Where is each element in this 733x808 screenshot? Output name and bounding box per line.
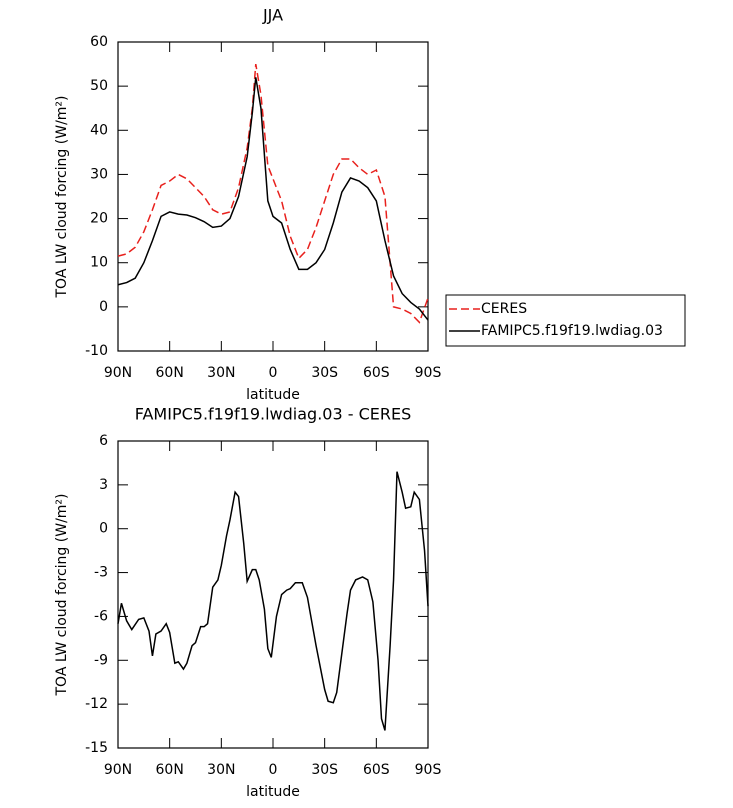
- x-tick-label: 60N: [156, 365, 184, 381]
- x-tick-label: 30S: [311, 365, 338, 381]
- y-tick-label: -15: [85, 740, 108, 756]
- plot-frame: [117, 41, 429, 352]
- y-axis-label: TOA LW cloud forcing (W/m²): [54, 96, 70, 299]
- y-tick-label: 60: [90, 34, 108, 50]
- y-tick-label: 10: [90, 255, 108, 271]
- x-tick-label: 60N: [156, 762, 184, 778]
- y-tick-label: -10: [85, 343, 108, 359]
- plot-frame: [117, 440, 429, 749]
- y-axis-label: TOA LW cloud forcing (W/m²): [54, 494, 70, 697]
- y-tick-label: -12: [85, 696, 108, 712]
- x-tick-label: 90S: [415, 762, 442, 778]
- legend-label: FAMIPC5.f19f19.lwdiag.03: [481, 323, 663, 339]
- y-tick-label: -3: [94, 565, 108, 581]
- data-line: [117, 471, 429, 731]
- y-tick-label: 50: [90, 78, 108, 94]
- legend-label: CERES: [481, 301, 527, 317]
- y-tick-label: 3: [99, 477, 108, 493]
- x-tick-label: 90N: [104, 365, 132, 381]
- chart-title: FAMIPC5.f19f19.lwdiag.03 - CERES: [135, 405, 412, 424]
- chart-title: JJA: [262, 6, 283, 25]
- x-axis-label: latitude: [246, 784, 300, 800]
- y-tick-label: 20: [90, 211, 108, 227]
- y-tick-label: 6: [99, 433, 108, 449]
- y-tick-label: -6: [94, 608, 108, 624]
- x-tick-label: 60S: [363, 365, 390, 381]
- x-tick-label: 90N: [104, 762, 132, 778]
- y-tick-label: 40: [90, 122, 108, 138]
- x-tick-label: 30N: [207, 365, 235, 381]
- x-tick-label: 30N: [207, 762, 235, 778]
- data-line: [117, 77, 429, 321]
- legend-box: [445, 294, 686, 347]
- x-tick-label: 0: [269, 365, 278, 381]
- x-axis-label: latitude: [246, 387, 300, 403]
- y-tick-label: -9: [94, 652, 108, 668]
- x-tick-label: 60S: [363, 762, 390, 778]
- x-tick-label: 30S: [311, 762, 338, 778]
- y-tick-label: 0: [99, 521, 108, 537]
- x-tick-label: 90S: [415, 365, 442, 381]
- y-tick-label: 0: [99, 299, 108, 315]
- data-line: [117, 63, 429, 324]
- x-tick-label: 0: [269, 762, 278, 778]
- y-tick-label: 30: [90, 166, 108, 182]
